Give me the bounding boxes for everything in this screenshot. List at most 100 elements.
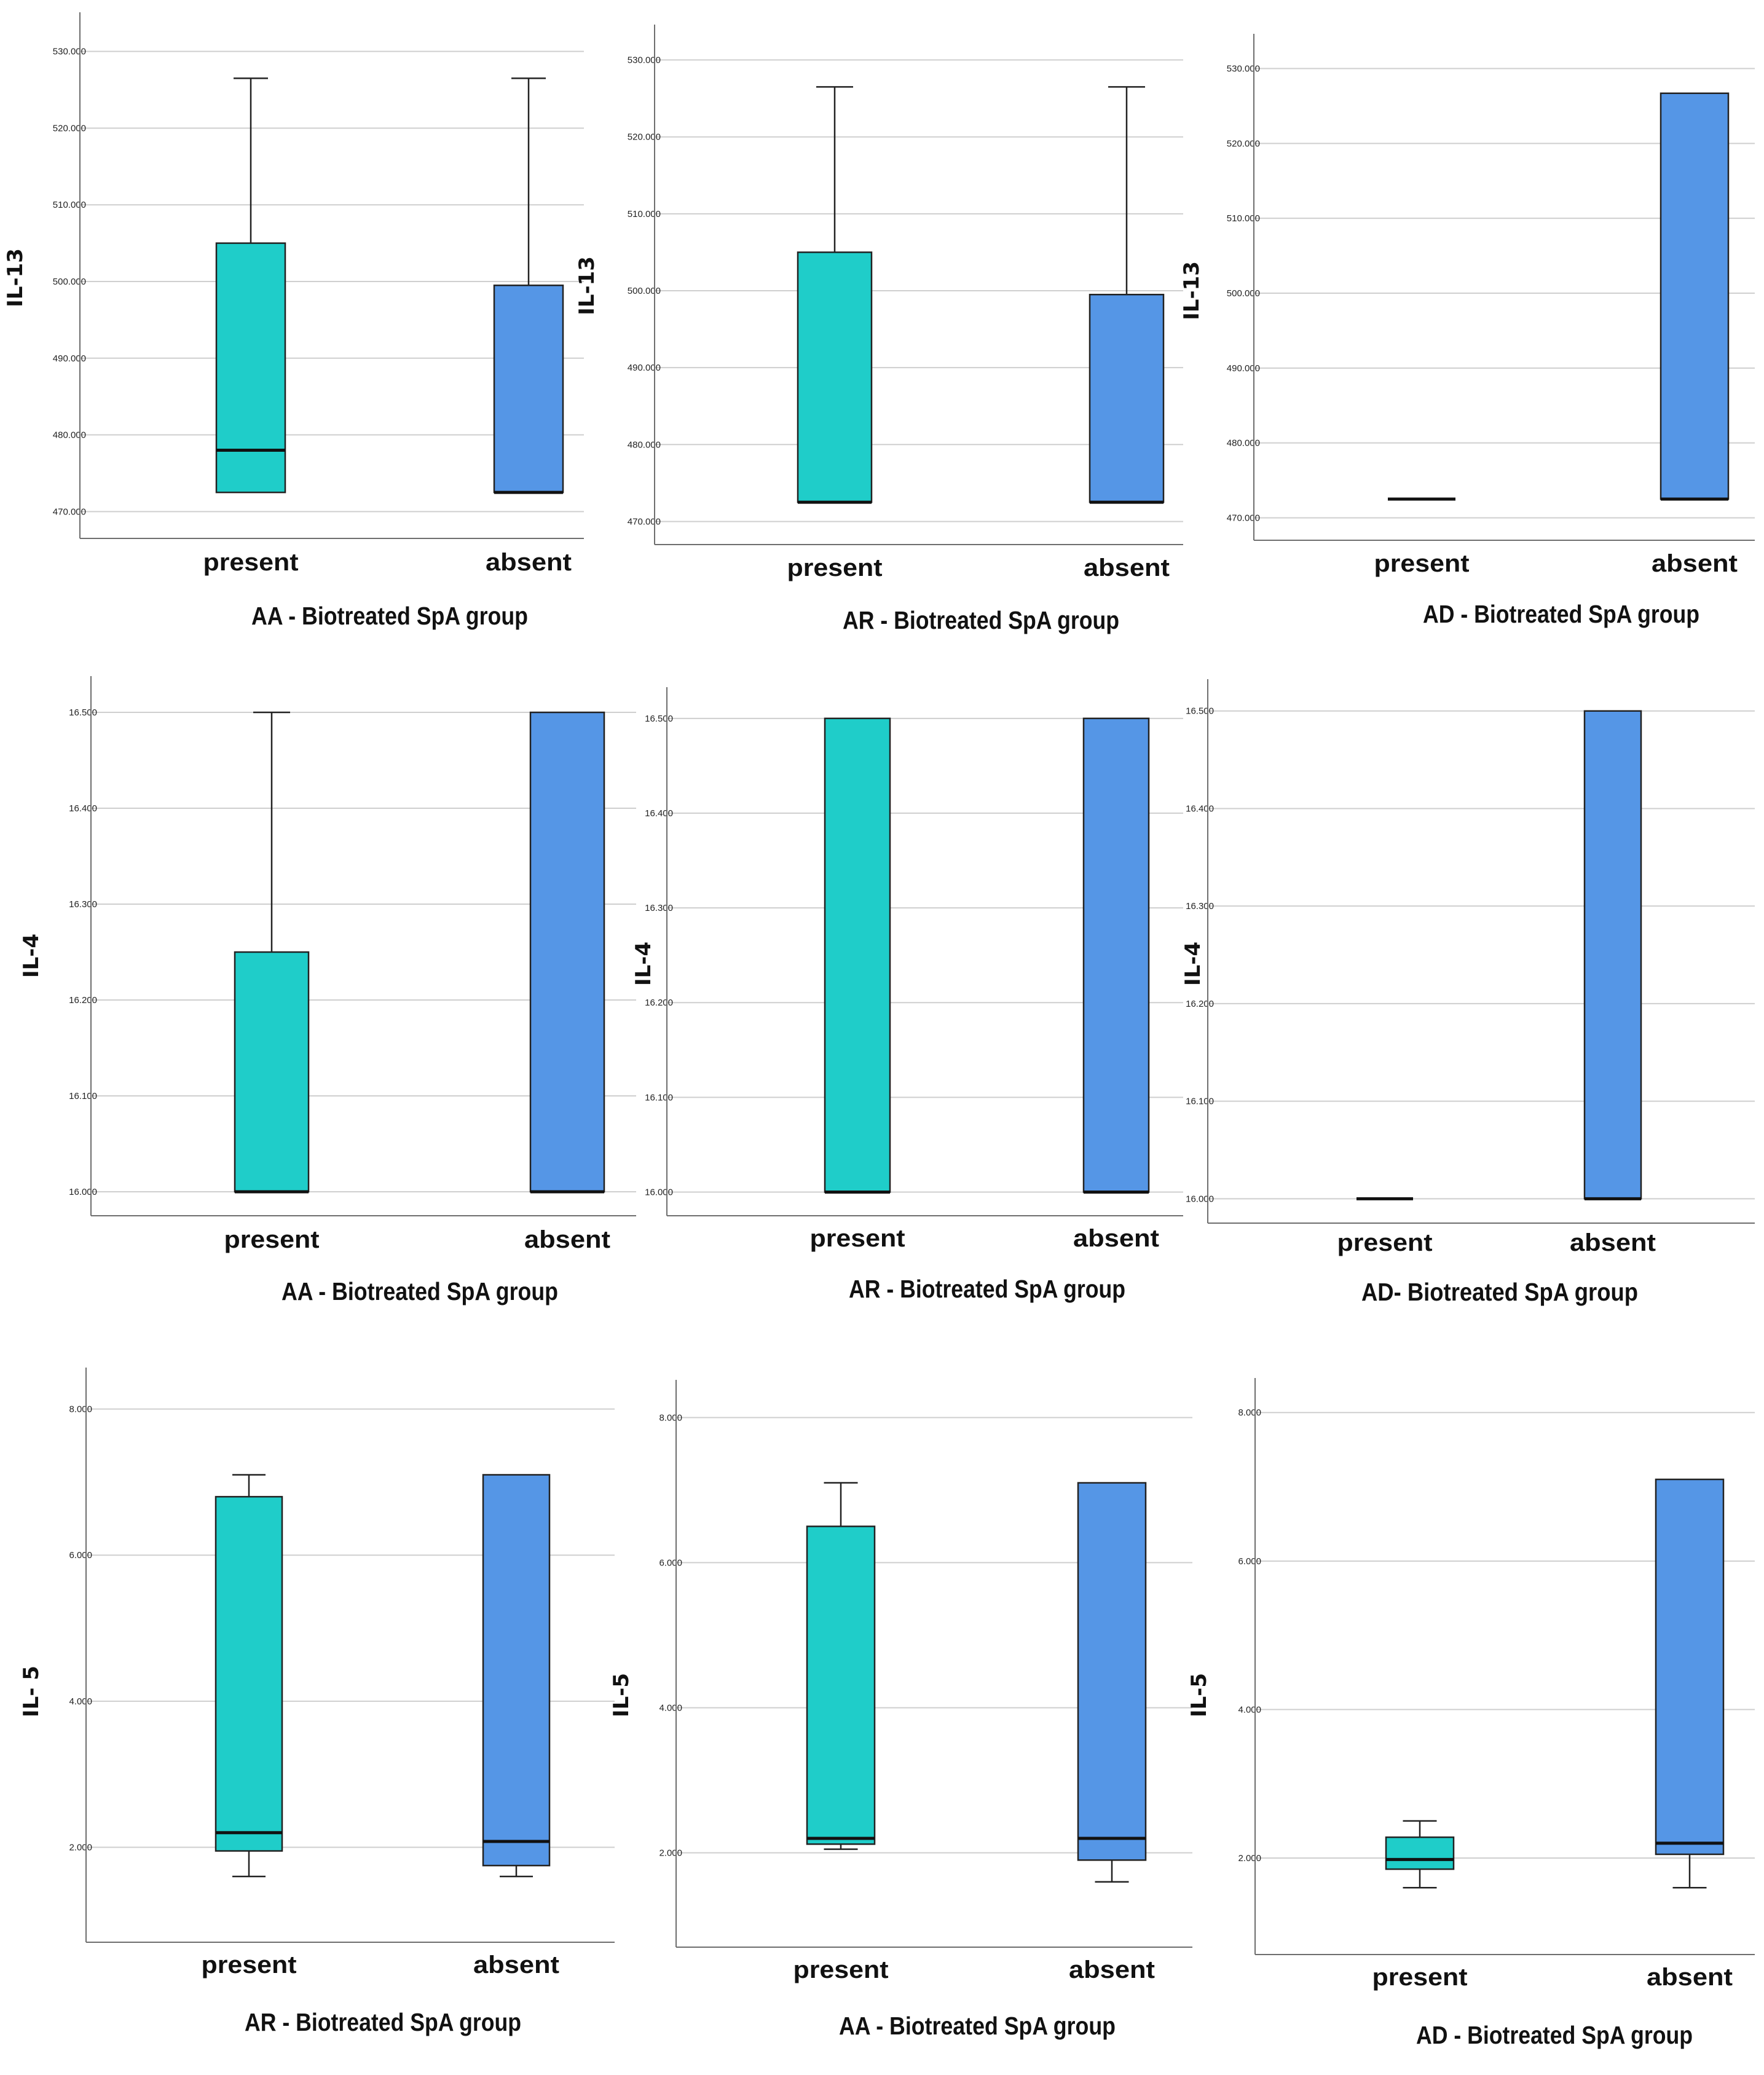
y-tick-label: 6.000: [659, 1557, 682, 1568]
chart-3: 470.000 480.000 490.000 500.000 510.000 520.0…: [1179, 34, 1755, 628]
x-category-label: absent: [524, 1226, 610, 1253]
box-body: [215, 1495, 283, 1852]
chart-7: 2.000 4.000 6.000 8.000 present absent AR - Bi…: [19, 1368, 615, 2036]
x-axis-title: AR - Biotreated SpA group: [843, 606, 1119, 634]
y-axis-title: IL-13: [1179, 261, 1204, 320]
y-tick-label: 16.500: [645, 714, 673, 724]
x-axis-title: AA - Biotreated SpA group: [839, 2012, 1116, 2040]
box-body: [806, 1526, 876, 1845]
x-axis-title: AA - Biotreated SpA group: [251, 602, 528, 630]
box-absent: [529, 711, 605, 1194]
y-tick-label: 4.000: [1238, 1704, 1261, 1715]
y-tick-label: 480.000: [628, 439, 661, 450]
box-absent: [1660, 92, 1730, 501]
chart-8: 2.000 4.000 6.000 8.000 present absent AA - Bi…: [609, 1380, 1192, 2040]
y-axis-title: IL- 5: [19, 1666, 44, 1717]
y-tick-label: 520.000: [1227, 138, 1260, 149]
x-axis-title: AA - Biotreated SpA group: [282, 1277, 558, 1305]
x-category-label: absent: [1652, 550, 1738, 577]
chart-1: 470.000 480.000 490.000 500.000 510.000 520.0…: [3, 12, 584, 630]
y-tick-label: 520.000: [628, 132, 661, 143]
y-tick-label: 470.000: [1227, 513, 1260, 523]
x-axis-title: AR - Biotreated SpA group: [245, 2008, 521, 2036]
y-tick-label: 480.000: [1227, 438, 1260, 449]
x-category-label: present: [1374, 550, 1470, 577]
y-tick-label: 530.000: [1227, 64, 1260, 74]
y-tick-label: 16.000: [1186, 1194, 1214, 1204]
box-body: [824, 717, 891, 1193]
box-body: [1660, 92, 1730, 500]
y-tick-label: 480.000: [53, 430, 86, 441]
chart-4: 16.000 16.100 16.200 16.300 16.400 16.500 pres…: [19, 676, 636, 1305]
y-tick-label: 16.200: [645, 998, 673, 1008]
box-body: [234, 951, 310, 1193]
y-tick-label: 530.000: [53, 47, 86, 57]
x-category-label: present: [1337, 1229, 1433, 1256]
y-axis-title: IL-4: [631, 942, 656, 986]
box-body: [482, 1474, 551, 1867]
y-tick-label: 8.000: [659, 1412, 682, 1423]
y-tick-label: 500.000: [628, 286, 661, 296]
y-tick-label: 490.000: [53, 353, 86, 364]
y-tick-label: 470.000: [628, 516, 661, 527]
y-tick-label: 530.000: [628, 55, 661, 66]
y-tick-label: 16.400: [1186, 803, 1214, 814]
box-body: [1583, 710, 1642, 1200]
y-tick-label: 16.300: [645, 903, 673, 913]
y-tick-label: 16.200: [69, 995, 97, 1006]
x-category-label: absent: [1084, 554, 1170, 581]
box-absent: [493, 77, 564, 494]
y-tick-label: 16.000: [69, 1187, 97, 1197]
x-category-label: present: [1372, 1964, 1468, 1991]
y-tick-label: 16.500: [1186, 706, 1214, 717]
x-category-label: absent: [1647, 1964, 1733, 1991]
y-tick-label: 16.400: [645, 808, 673, 819]
box-body: [493, 284, 564, 494]
x-axis-title: AD- Biotreated SpA group: [1361, 1278, 1638, 1306]
y-tick-label: 490.000: [628, 363, 661, 373]
y-tick-label: 16.500: [69, 707, 97, 718]
y-tick-label: 510.000: [628, 209, 661, 219]
y-tick-label: 490.000: [1227, 363, 1260, 374]
box-body: [797, 251, 873, 503]
box-present: [806, 1482, 876, 1850]
y-tick-label: 16.400: [69, 803, 97, 814]
y-axis-title: IL-5: [1187, 1673, 1211, 1717]
x-category-label: present: [224, 1226, 320, 1253]
y-axis-title: IL-13: [575, 256, 599, 315]
y-tick-label: 2.000: [69, 1843, 92, 1853]
box-present: [215, 77, 286, 494]
y-tick-label: 16.300: [1186, 901, 1214, 912]
y-tick-label: 500.000: [1227, 288, 1260, 299]
box-absent: [1655, 1478, 1725, 1889]
y-axis-title: IL-13: [3, 248, 28, 307]
chart-5: 16.000 16.100 16.200 16.300 16.400 16.500 pres…: [631, 687, 1183, 1303]
y-tick-label: 4.000: [659, 1703, 682, 1713]
y-tick-label: 6.000: [1238, 1556, 1261, 1567]
x-category-label: present: [787, 554, 883, 581]
chart-2: 470.000 480.000 490.000 500.000 510.000 520.0…: [575, 25, 1183, 634]
x-axis-title: AR - Biotreated SpA group: [849, 1275, 1125, 1303]
x-category-label: absent: [473, 1951, 559, 1979]
y-tick-label: 16.100: [645, 1092, 673, 1103]
box-present: [215, 1474, 283, 1878]
x-category-label: absent: [1073, 1225, 1159, 1252]
y-tick-label: 2.000: [1238, 1853, 1261, 1864]
x-category-label: absent: [1069, 1956, 1155, 1983]
box-body: [1082, 717, 1150, 1193]
y-tick-label: 6.000: [69, 1550, 92, 1561]
box-absent: [1089, 86, 1165, 504]
x-category-label: absent: [486, 549, 572, 576]
y-tick-label: 2.000: [659, 1848, 682, 1859]
y-tick-label: 470.000: [53, 506, 86, 517]
y-axis-title: IL-4: [19, 934, 44, 978]
box-present: [1385, 1820, 1455, 1889]
box-body: [1089, 294, 1165, 503]
box-absent: [1077, 1482, 1147, 1883]
y-tick-label: 16.200: [1186, 999, 1214, 1009]
box-absent: [482, 1474, 551, 1878]
box-present: [234, 711, 310, 1194]
